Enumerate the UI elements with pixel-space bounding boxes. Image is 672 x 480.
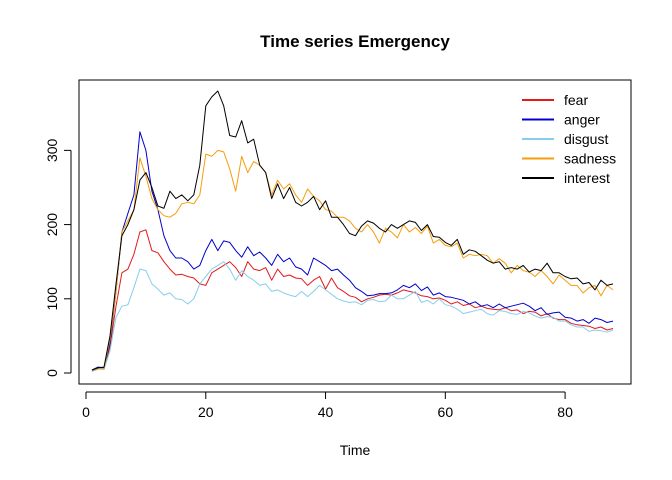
- x-axis: 0 20 40 60 80: [82, 391, 573, 420]
- legend-label-sadness: sadness: [564, 151, 616, 167]
- legend-label-anger: anger: [564, 112, 600, 128]
- x-axis-label: Time: [340, 442, 371, 458]
- x-tick-label: 60: [438, 404, 454, 420]
- x-tick-label: 40: [318, 404, 334, 420]
- plot-frame: [78, 79, 632, 385]
- legend-label-disgust: disgust: [564, 131, 608, 147]
- series-line-interest: [91, 90, 614, 371]
- series-line-anger: [91, 131, 614, 371]
- legend-label-interest: interest: [564, 170, 610, 186]
- y-tick-label: 0: [44, 369, 60, 377]
- x-tick-label: 0: [82, 404, 90, 420]
- x-tick-label: 80: [557, 404, 573, 420]
- legend: fear anger disgust sadness interest: [522, 92, 616, 186]
- series-line-disgust: [91, 261, 614, 372]
- series-line-sadness: [91, 149, 614, 372]
- y-tick-label: 100: [44, 287, 60, 311]
- legend-label-fear: fear: [564, 92, 588, 108]
- x-tick-label: 20: [198, 404, 214, 420]
- y-tick-label: 200: [44, 213, 60, 237]
- y-tick-label: 300: [44, 138, 60, 162]
- chart-title: Time series Emergency: [260, 32, 450, 51]
- plot-box: [78, 79, 632, 385]
- y-axis: 0 100 200 300: [44, 138, 72, 377]
- series-lines: [91, 90, 614, 372]
